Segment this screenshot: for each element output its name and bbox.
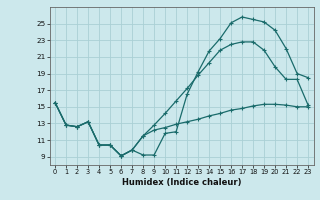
X-axis label: Humidex (Indice chaleur): Humidex (Indice chaleur) <box>122 178 241 187</box>
